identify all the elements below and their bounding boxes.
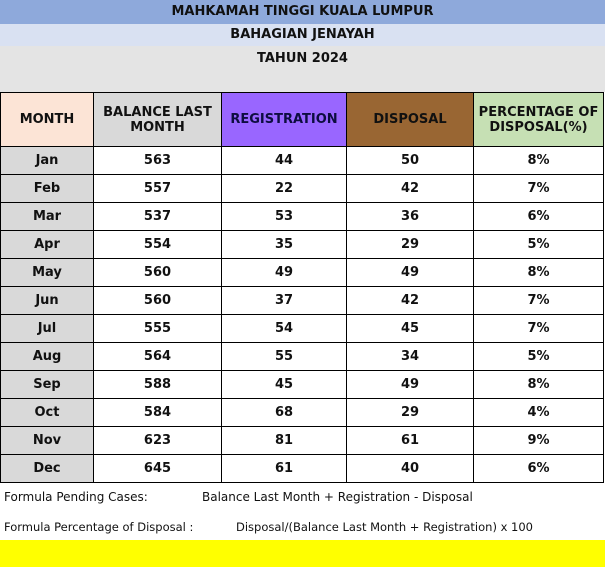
value-cell: 6% <box>473 202 604 231</box>
value-cell: 61 <box>346 426 474 455</box>
value-cell: 5% <box>473 230 604 259</box>
month-cell: Feb <box>0 174 94 203</box>
value-cell: 555 <box>93 314 222 343</box>
month-cell: Apr <box>0 230 94 259</box>
value-cell: 49 <box>346 258 474 287</box>
value-cell: 588 <box>93 370 222 399</box>
month-cell: Oct <box>0 398 94 427</box>
value-cell: 42 <box>346 174 474 203</box>
value-cell: 645 <box>93 454 222 483</box>
value-cell: 29 <box>346 398 474 427</box>
value-cell: 22 <box>221 174 347 203</box>
note-formula: Balance Last Month + Registration - Disp… <box>202 490 473 504</box>
value-cell: 81 <box>221 426 347 455</box>
value-cell: 557 <box>93 174 222 203</box>
month-cell: Jan <box>0 146 94 175</box>
month-cell: Sep <box>0 370 94 399</box>
value-cell: 4% <box>473 398 604 427</box>
column-header: REGISTRATION <box>221 92 347 147</box>
column-header: DISPOSAL <box>346 92 474 147</box>
value-cell: 7% <box>473 314 604 343</box>
value-cell: 8% <box>473 370 604 399</box>
value-cell: 537 <box>93 202 222 231</box>
value-cell: 584 <box>93 398 222 427</box>
value-cell: 564 <box>93 342 222 371</box>
note-formula: Disposal/(Balance Last Month + Registrat… <box>236 520 533 534</box>
value-cell: 68 <box>221 398 347 427</box>
highlight-row <box>0 540 605 567</box>
value-cell: 560 <box>93 286 222 315</box>
value-cell: 36 <box>346 202 474 231</box>
value-cell: 45 <box>221 370 347 399</box>
value-cell: 37 <box>221 286 347 315</box>
value-cell: 29 <box>346 230 474 259</box>
month-cell: Aug <box>0 342 94 371</box>
month-cell: Nov <box>0 426 94 455</box>
value-cell: 53 <box>221 202 347 231</box>
value-cell: 42 <box>346 286 474 315</box>
value-cell: 35 <box>221 230 347 259</box>
month-cell: Dec <box>0 454 94 483</box>
month-cell: May <box>0 258 94 287</box>
year: TAHUN 2024 <box>0 46 605 92</box>
value-cell: 44 <box>221 146 347 175</box>
value-cell: 7% <box>473 174 604 203</box>
value-cell: 8% <box>473 258 604 287</box>
value-cell: 61 <box>221 454 347 483</box>
month-cell: Jun <box>0 286 94 315</box>
value-cell: 34 <box>346 342 474 371</box>
value-cell: 45 <box>346 314 474 343</box>
note-label: Formula Percentage of Disposal : <box>4 520 194 534</box>
month-cell: Jul <box>0 314 94 343</box>
value-cell: 563 <box>93 146 222 175</box>
value-cell: 554 <box>93 230 222 259</box>
subtitle: BAHAGIAN JENAYAH <box>0 24 605 46</box>
note-label: Formula Pending Cases: <box>4 490 148 504</box>
value-cell: 55 <box>221 342 347 371</box>
value-cell: 9% <box>473 426 604 455</box>
value-cell: 8% <box>473 146 604 175</box>
value-cell: 623 <box>93 426 222 455</box>
column-header: PERCENTAGE OF DISPOSAL(%) <box>473 92 604 147</box>
value-cell: 560 <box>93 258 222 287</box>
value-cell: 49 <box>346 370 474 399</box>
column-header: MONTH <box>0 92 94 147</box>
value-cell: 5% <box>473 342 604 371</box>
value-cell: 54 <box>221 314 347 343</box>
title: MAHKAMAH TINGGI KUALA LUMPUR <box>0 0 605 24</box>
value-cell: 40 <box>346 454 474 483</box>
column-header: BALANCE LAST MONTH <box>93 92 222 147</box>
month-cell: Mar <box>0 202 94 231</box>
value-cell: 6% <box>473 454 604 483</box>
value-cell: 7% <box>473 286 604 315</box>
value-cell: 50 <box>346 146 474 175</box>
value-cell: 49 <box>221 258 347 287</box>
